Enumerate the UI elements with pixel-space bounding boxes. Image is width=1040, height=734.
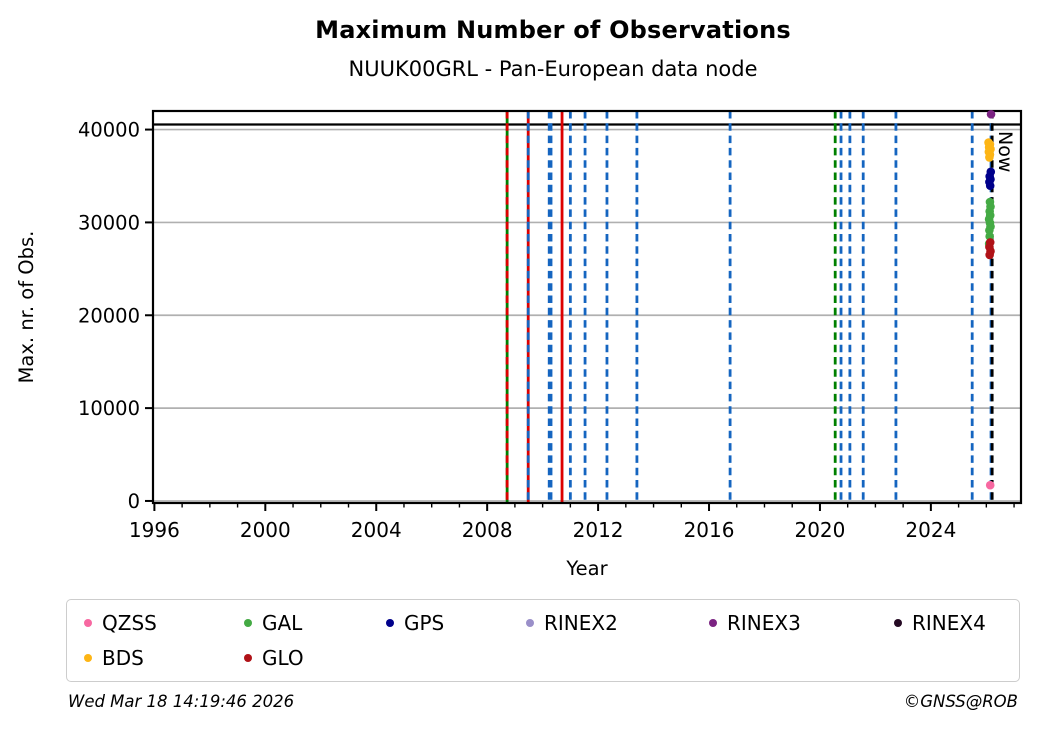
- page-title: Maximum Number of Observations: [315, 16, 791, 44]
- x-tick-label: 2016: [684, 518, 735, 542]
- scatter-point-gal: [985, 226, 994, 235]
- rinex4-marker-icon: [894, 619, 902, 627]
- legend-item-rinex4: RINEX4: [894, 611, 1019, 635]
- legend-item-gal: GAL: [244, 611, 386, 635]
- x-tick-label: 2004: [351, 518, 402, 542]
- legend-label: RINEX4: [912, 611, 986, 635]
- scatter-point-glo: [985, 250, 994, 260]
- scatter-point-qzss: [985, 480, 995, 490]
- scatter-point-rinex3: [986, 109, 996, 119]
- legend-item-qzss: QZSS: [84, 611, 244, 635]
- y-tick-label: 0: [128, 490, 140, 513]
- plot-area: Now 1996 2000 2004 2008 2012 2016 2020 2024 0 1000…: [15, 109, 1023, 580]
- chart-subtitle: NUUK00GRL - Pan-European data node: [348, 57, 758, 81]
- x-tick-label: 2020: [794, 518, 845, 542]
- y-tick-label: 10000: [78, 397, 140, 420]
- rinex3-marker-icon: [709, 619, 717, 627]
- y-axis-label: Max. nr. of Obs.: [15, 231, 38, 384]
- qzss-marker-icon: [84, 619, 92, 627]
- bds-marker-icon: [84, 654, 92, 662]
- y-tick-label: 40000: [78, 119, 140, 142]
- legend-label: RINEX2: [544, 611, 618, 635]
- credit-text: ©GNSS@ROB: [903, 692, 1018, 711]
- gal-marker-icon: [244, 619, 252, 627]
- timestamp-text: Wed Mar 18 14:19:46 2026: [68, 692, 295, 711]
- legend-item-gps: GPS: [386, 611, 526, 635]
- legend-item-rinex3: RINEX3: [709, 611, 894, 635]
- glo-marker-icon: [244, 654, 252, 662]
- now-label: Now: [994, 131, 1016, 172]
- scatter-point-bds: [985, 153, 994, 162]
- x-tick-label: 2000: [240, 518, 291, 542]
- legend-label: RINEX3: [727, 611, 801, 635]
- legend-item-bds: BDS: [84, 646, 244, 670]
- x-tick-label: 2008: [462, 518, 513, 542]
- x-tick-label: 2024: [905, 518, 956, 542]
- gps-marker-icon: [386, 619, 394, 627]
- x-axis-label: Year: [565, 557, 608, 580]
- scatter-point-gps: [985, 181, 995, 191]
- legend-item-rinex2: RINEX2: [526, 611, 709, 635]
- x-tick-label: 2012: [573, 518, 624, 542]
- legend-label: GPS: [404, 611, 445, 635]
- rinex2-marker-icon: [526, 619, 534, 627]
- plot-frame: [151, 109, 1023, 505]
- legend-label: GAL: [262, 611, 303, 635]
- y-tick-label: 20000: [78, 304, 140, 327]
- legend-label: QZSS: [102, 611, 157, 635]
- legend-label: BDS: [102, 646, 144, 670]
- legend: QZSS GAL GPS RINEX2 RINEX3 RINEX4 BDS GLO: [66, 599, 1020, 682]
- legend-item-glo: GLO: [244, 646, 386, 670]
- x-tick-label: 1996: [129, 518, 180, 542]
- y-tick-label: 30000: [78, 211, 140, 234]
- legend-label: GLO: [262, 646, 304, 670]
